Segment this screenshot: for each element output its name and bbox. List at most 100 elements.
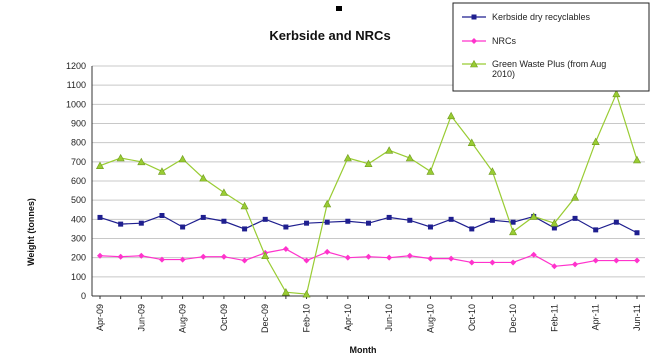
y-tick-label: 600 — [71, 176, 86, 186]
data-point — [366, 220, 371, 226]
x-tick-label: Apr-11 — [591, 304, 601, 330]
x-axis: Apr-09 Jun-09 Aug-09 Oct-09 Dec-09 Feb-10 Apr-… — [92, 295, 645, 333]
data-point — [613, 219, 619, 225]
data-point — [324, 248, 331, 255]
y-tick-label: 200 — [71, 253, 86, 263]
y-axis-label: Weight (tonnes) — [26, 198, 36, 266]
data-point — [571, 193, 580, 201]
x-tick-label: Aug-10 — [425, 304, 435, 333]
data-point — [448, 255, 455, 262]
x-tick-label: Jun-09 — [136, 304, 146, 332]
data-point — [591, 137, 600, 146]
data-point — [282, 246, 289, 253]
data-point — [324, 219, 330, 225]
data-point — [180, 224, 186, 230]
x-tick-label: Dec-09 — [260, 304, 270, 333]
data-point — [200, 214, 206, 220]
data-point — [242, 226, 248, 232]
x-tick-label: Aug-09 — [178, 304, 188, 333]
x-tick-label: Jun-10 — [384, 304, 394, 332]
data-point — [158, 256, 165, 263]
data-point — [386, 254, 393, 261]
x-tick-label: Oct-09 — [219, 304, 229, 331]
data-point — [509, 227, 518, 236]
legend-label: NRCs — [492, 36, 516, 46]
legend-label: Kerbside dry recyclables — [492, 12, 591, 22]
data-point — [427, 224, 433, 230]
data-point — [386, 214, 392, 220]
data-point — [612, 89, 621, 98]
data-point — [240, 201, 249, 210]
data-point — [200, 253, 207, 260]
data-point — [572, 261, 579, 268]
data-point — [118, 221, 124, 227]
data-point — [426, 167, 435, 175]
y-tick-label: 1100 — [67, 80, 86, 90]
y-tick-label: 700 — [71, 157, 86, 167]
legend-swatch-marker — [471, 14, 477, 20]
series-layer — [95, 89, 642, 298]
data-point — [529, 212, 538, 220]
data-point — [364, 159, 373, 168]
y-tick-label: 400 — [71, 214, 86, 224]
legend-swatch-marker — [469, 59, 479, 68]
data-point — [262, 216, 268, 222]
data-point — [304, 220, 310, 226]
data-point — [159, 213, 165, 218]
data-point — [593, 227, 599, 233]
data-point — [283, 224, 289, 230]
data-point — [385, 146, 394, 154]
legend-swatch-marker — [471, 38, 477, 44]
data-point — [241, 257, 248, 264]
x-tick-label: Apr-09 — [95, 304, 105, 331]
data-point — [178, 154, 187, 163]
x-tick-label: Feb-10 — [302, 304, 312, 333]
data-point — [489, 259, 496, 266]
data-point — [220, 253, 227, 260]
x-tick-label: Jun-11 — [632, 304, 642, 331]
data-point — [138, 252, 145, 259]
data-point — [488, 167, 497, 175]
legend-box — [452, 2, 650, 92]
data-point — [632, 155, 642, 164]
data-point — [323, 199, 332, 208]
data-point — [572, 215, 578, 221]
data-point — [117, 253, 124, 260]
y-tick-label: 100 — [71, 272, 86, 282]
y-tick-label: 0 — [81, 291, 86, 301]
data-point — [468, 259, 475, 266]
data-point — [157, 167, 166, 175]
data-point — [634, 257, 640, 264]
x-tick-label: Oct-10 — [467, 304, 477, 331]
y-tick-label: 500 — [71, 195, 86, 205]
data-point — [97, 252, 103, 259]
x-tick-label: Feb-11 — [549, 304, 559, 332]
data-point — [427, 255, 434, 262]
data-point — [221, 218, 227, 224]
y-axis: 0 100 200 300 400 500 600 700 800 900 1000 1100 1200 — [66, 61, 93, 301]
x-axis-label: Month — [350, 345, 377, 355]
data-point — [116, 153, 125, 162]
x-tick-label: Apr-10 — [343, 304, 353, 331]
gridlines — [92, 65, 645, 297]
data-point — [469, 226, 475, 232]
data-point — [138, 220, 144, 226]
data-point — [365, 253, 372, 260]
data-point — [592, 257, 599, 264]
data-point — [448, 216, 454, 222]
data-point — [303, 257, 310, 264]
data-point — [345, 218, 351, 224]
data-point — [343, 153, 352, 162]
data-point — [219, 188, 228, 196]
data-point — [302, 289, 311, 298]
x-tick-label: Dec-10 — [508, 304, 518, 333]
data-point — [530, 251, 537, 258]
data-point — [551, 263, 558, 270]
data-point — [489, 217, 495, 223]
data-point — [97, 214, 103, 220]
data-point — [95, 161, 105, 169]
data-point — [281, 288, 290, 296]
data-point — [510, 219, 516, 225]
data-point — [261, 251, 270, 260]
